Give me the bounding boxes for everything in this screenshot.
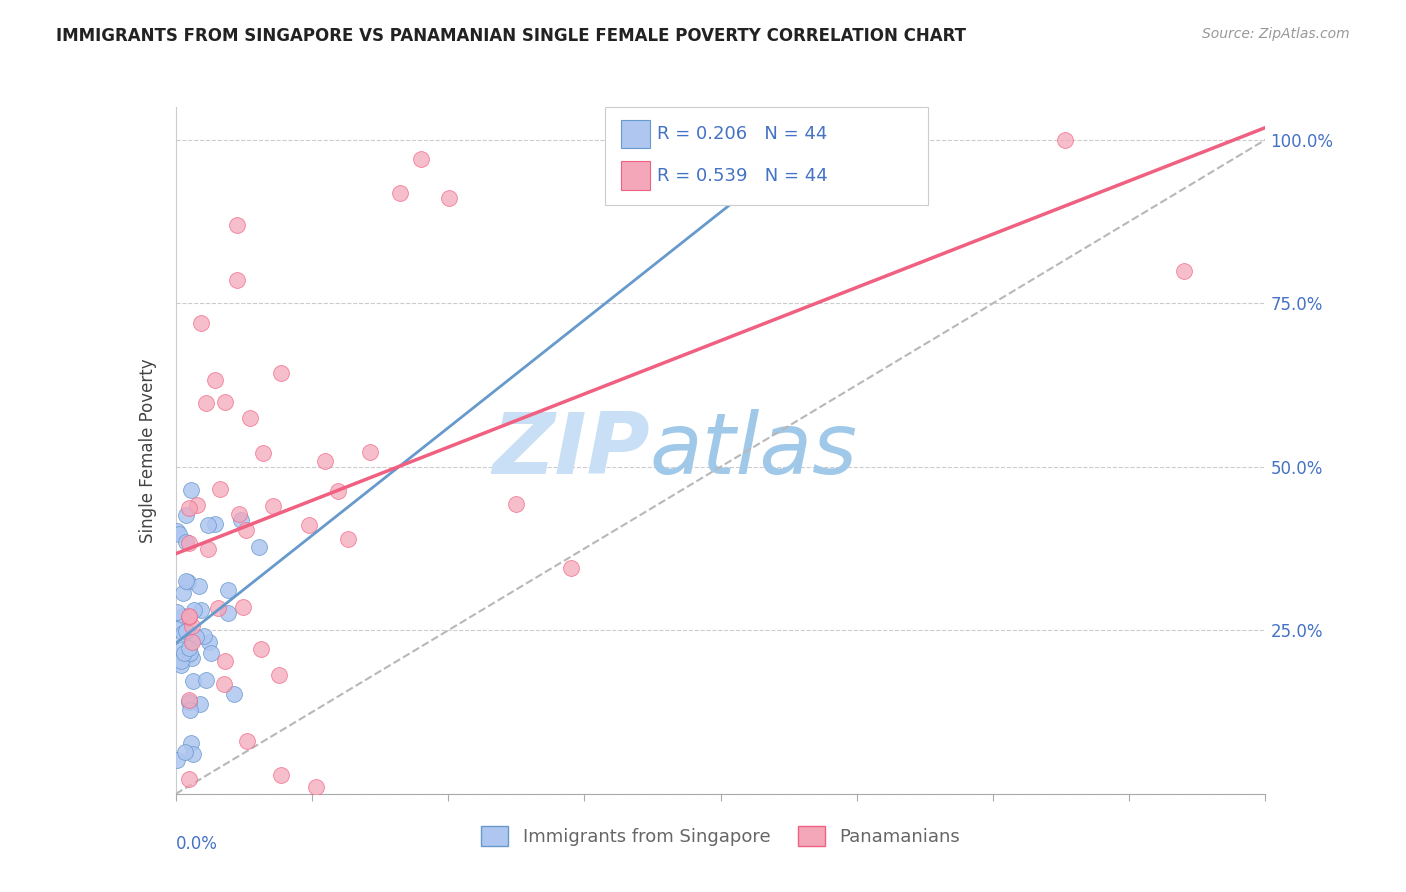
Point	[229, 513, 252, 527]
Point	[183, 603, 205, 617]
Point	[252, 445, 274, 459]
Point	[359, 445, 381, 459]
Point	[208, 483, 231, 497]
Point	[174, 624, 197, 638]
Point	[180, 635, 202, 649]
Point	[314, 454, 336, 468]
Point	[166, 524, 188, 538]
Point	[270, 366, 292, 380]
Point	[166, 605, 188, 619]
Point	[177, 648, 200, 663]
Point	[181, 747, 204, 762]
Point	[167, 527, 190, 541]
Point	[188, 579, 211, 593]
Point	[212, 676, 235, 690]
Point	[222, 687, 245, 701]
Point	[337, 532, 360, 546]
Point	[174, 745, 197, 759]
Point	[190, 316, 212, 330]
Y-axis label: Single Female Poverty: Single Female Poverty	[139, 359, 157, 542]
Point	[239, 410, 262, 425]
Text: atlas: atlas	[650, 409, 858, 492]
Point	[267, 668, 290, 682]
Point	[195, 396, 218, 410]
Point	[193, 629, 215, 643]
Point	[232, 599, 254, 614]
Point	[190, 602, 212, 616]
Text: Source: ZipAtlas.com: Source: ZipAtlas.com	[1202, 27, 1350, 41]
Point	[270, 768, 292, 782]
Point	[200, 646, 222, 660]
Point	[204, 373, 226, 387]
Point	[326, 483, 349, 498]
Point	[173, 646, 195, 660]
Point	[179, 501, 201, 516]
Point	[226, 219, 249, 233]
Point	[560, 560, 582, 574]
Point	[166, 752, 188, 766]
Text: R = 0.206   N = 44: R = 0.206 N = 44	[657, 125, 827, 143]
Point	[170, 654, 193, 668]
Point	[174, 508, 197, 523]
Point	[179, 609, 201, 624]
Point	[177, 575, 200, 590]
Point	[298, 517, 321, 532]
Text: ZIP: ZIP	[492, 409, 650, 492]
Point	[179, 703, 201, 717]
Point	[186, 499, 208, 513]
Point	[225, 273, 247, 287]
Point	[228, 507, 250, 521]
Point	[262, 499, 284, 513]
Point	[179, 772, 201, 786]
Point	[179, 695, 201, 709]
Point	[180, 736, 202, 750]
Point	[181, 673, 204, 688]
Point	[235, 523, 257, 537]
Point	[179, 536, 201, 550]
Point	[217, 583, 239, 598]
Point	[250, 641, 273, 656]
Point	[174, 535, 197, 549]
Point	[235, 733, 257, 747]
Point	[188, 697, 211, 711]
Point	[1173, 263, 1195, 277]
Point	[180, 483, 202, 498]
Point	[170, 657, 193, 672]
Text: IMMIGRANTS FROM SINGAPORE VS PANAMANIAN SINGLE FEMALE POVERTY CORRELATION CHART: IMMIGRANTS FROM SINGAPORE VS PANAMANIAN …	[56, 27, 966, 45]
Point	[305, 780, 328, 795]
Point	[179, 609, 201, 624]
Point	[388, 186, 411, 200]
Point	[180, 619, 202, 633]
Point	[409, 153, 432, 167]
Legend: Immigrants from Singapore, Panamanians: Immigrants from Singapore, Panamanians	[474, 819, 967, 854]
Point	[179, 646, 201, 660]
Point	[217, 606, 239, 620]
Point	[207, 601, 229, 615]
Point	[195, 673, 218, 687]
Point	[177, 640, 200, 655]
Point	[172, 608, 194, 623]
Point	[197, 542, 219, 557]
Point	[439, 191, 461, 205]
Point	[505, 497, 527, 511]
Point	[184, 630, 207, 644]
Point	[170, 643, 193, 657]
Point	[166, 622, 188, 636]
Point	[214, 394, 236, 409]
Point	[172, 586, 194, 600]
Point	[197, 518, 219, 533]
Point	[172, 626, 194, 640]
Text: 0.0%: 0.0%	[176, 835, 218, 853]
Point	[214, 654, 236, 668]
Point	[174, 574, 197, 588]
Point	[1054, 133, 1077, 147]
Point	[180, 651, 202, 665]
Point	[179, 692, 201, 706]
Point	[204, 516, 226, 531]
Point	[197, 635, 219, 649]
Text: R = 0.539   N = 44: R = 0.539 N = 44	[657, 167, 827, 185]
Point	[247, 541, 270, 555]
